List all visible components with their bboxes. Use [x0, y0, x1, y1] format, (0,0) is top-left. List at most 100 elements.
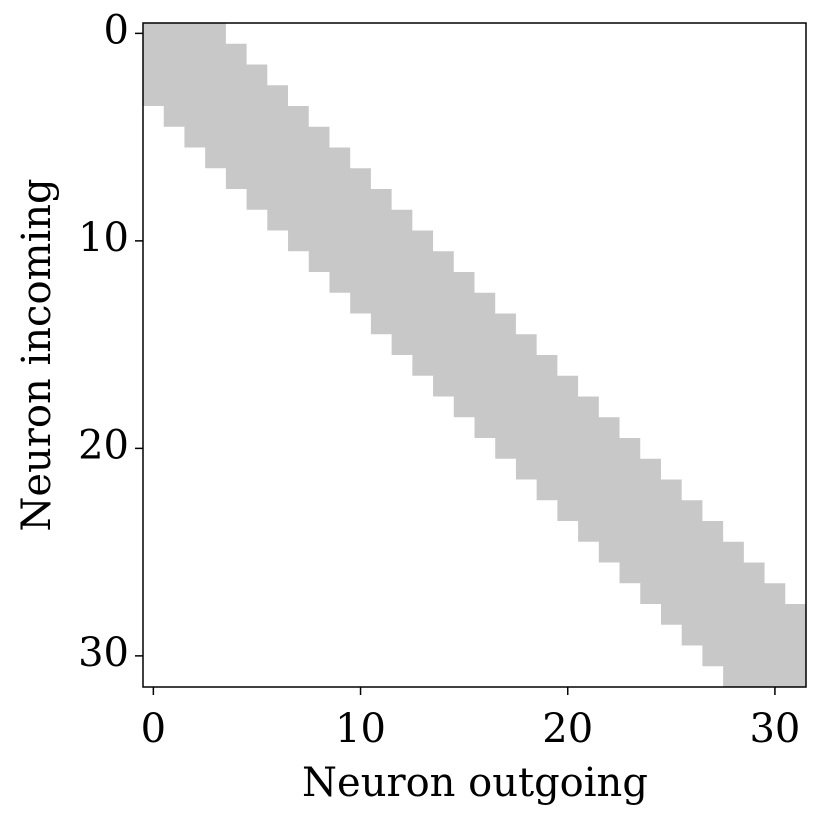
- cell: [225, 645, 248, 667]
- cell: [350, 666, 372, 688]
- cell: [515, 189, 538, 211]
- cell: [515, 666, 538, 688]
- cell: [598, 541, 621, 563]
- cell: [246, 64, 268, 86]
- cell: [143, 168, 165, 190]
- cell: [515, 251, 538, 273]
- cell: [433, 251, 455, 273]
- cell: [163, 126, 185, 148]
- cell: [723, 251, 745, 273]
- cell: [764, 230, 786, 252]
- cell: [474, 583, 496, 605]
- cell: [474, 209, 496, 231]
- cell: [433, 666, 455, 688]
- cell: [308, 292, 330, 314]
- cell: [598, 64, 621, 86]
- cell: [723, 604, 745, 626]
- cell: [288, 230, 310, 252]
- x-tick-label: 0: [141, 706, 166, 752]
- cell: [329, 23, 351, 45]
- cell: [308, 500, 330, 522]
- cell: [329, 417, 351, 439]
- cell: [453, 479, 475, 501]
- cell: [702, 396, 724, 418]
- cell: [702, 583, 724, 605]
- cell: [764, 126, 786, 148]
- cell: [598, 251, 621, 273]
- cell: [640, 583, 662, 605]
- cell: [640, 230, 662, 252]
- cell: [350, 500, 372, 522]
- cell: [350, 583, 372, 605]
- cell: [764, 334, 786, 356]
- cell: [515, 396, 538, 418]
- cell: [785, 458, 807, 480]
- cell: [288, 438, 310, 460]
- cell: [205, 126, 227, 148]
- cell: [743, 126, 766, 148]
- cell: [308, 168, 330, 190]
- cell: [578, 666, 600, 688]
- cell: [619, 251, 641, 273]
- cell: [764, 666, 786, 688]
- cell: [743, 604, 766, 626]
- cell: [184, 500, 206, 522]
- cell: [515, 313, 538, 335]
- cell: [308, 126, 330, 148]
- cell: [453, 230, 475, 252]
- cell: [412, 209, 434, 231]
- cell: [453, 666, 475, 688]
- cell: [433, 396, 455, 418]
- cell: [225, 521, 248, 543]
- cell: [474, 147, 496, 169]
- cell: [433, 106, 455, 128]
- cell: [246, 230, 268, 252]
- cell: [536, 521, 558, 543]
- cell: [619, 313, 641, 335]
- cell: [495, 375, 517, 397]
- cell: [143, 438, 165, 460]
- cell: [640, 43, 662, 65]
- cell: [515, 209, 538, 231]
- cell: [702, 541, 724, 563]
- cell: [474, 645, 496, 667]
- cell: [329, 541, 351, 563]
- cell: [350, 521, 372, 543]
- cell: [184, 334, 206, 356]
- cell: [412, 541, 434, 563]
- cell: [246, 645, 268, 667]
- cell: [412, 292, 434, 314]
- cell: [785, 500, 807, 522]
- cell: [225, 126, 248, 148]
- cell: [660, 666, 683, 688]
- cell: [474, 313, 496, 335]
- cell: [578, 292, 600, 314]
- cell: [723, 583, 745, 605]
- cell: [370, 64, 393, 86]
- cell: [660, 85, 683, 107]
- cell: [764, 23, 786, 45]
- cell: [660, 334, 683, 356]
- cell: [785, 126, 807, 148]
- cell: [163, 458, 185, 480]
- cell: [370, 479, 393, 501]
- cell: [143, 624, 165, 646]
- cell: [660, 126, 683, 148]
- cell: [350, 106, 372, 128]
- cell: [184, 251, 206, 273]
- cell: [723, 230, 745, 252]
- cell: [350, 438, 372, 460]
- cell: [557, 43, 579, 65]
- cell: [536, 189, 558, 211]
- cell: [246, 272, 268, 294]
- cell: [640, 313, 662, 335]
- cell: [598, 604, 621, 626]
- cell: [681, 85, 703, 107]
- cell: [764, 272, 786, 294]
- cell: [288, 147, 310, 169]
- cell: [723, 521, 745, 543]
- cell: [184, 189, 206, 211]
- cell: [723, 624, 745, 646]
- cell: [619, 85, 641, 107]
- cell: [267, 43, 289, 65]
